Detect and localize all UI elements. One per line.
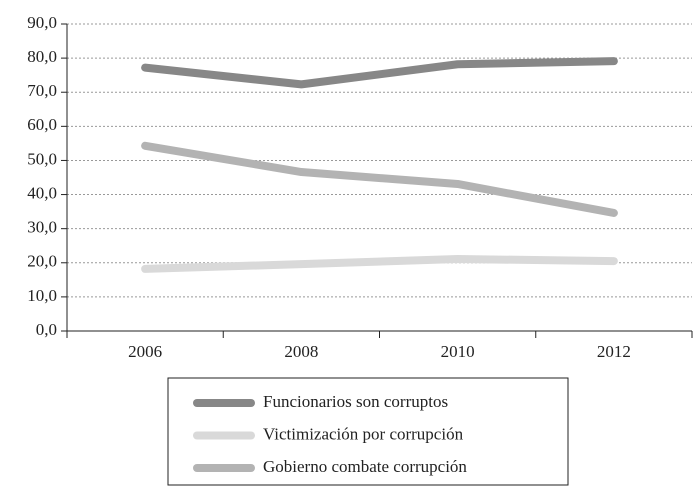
legend-label: Victimización por corrupción <box>263 424 464 443</box>
x-tick-label: 2006 <box>128 342 162 361</box>
y-tick-label: 10,0 <box>27 286 57 305</box>
y-tick-label: 0,0 <box>36 320 57 339</box>
y-tick-label: 40,0 <box>27 183 57 202</box>
x-tick-label: 2012 <box>597 342 631 361</box>
series-line <box>141 57 618 89</box>
y-tick-label: 20,0 <box>27 252 57 271</box>
y-tick-label: 30,0 <box>27 218 57 237</box>
x-tick-label: 2010 <box>441 342 475 361</box>
legend-label: Funcionarios son corruptos <box>263 392 448 411</box>
y-tick-label: 60,0 <box>27 115 57 134</box>
y-tick-label: 90,0 <box>27 13 57 32</box>
series-line <box>141 255 618 273</box>
x-tick-label: 2008 <box>284 342 318 361</box>
y-tick-label: 80,0 <box>27 47 57 66</box>
y-tick-label: 50,0 <box>27 149 57 168</box>
series-line <box>141 141 618 217</box>
legend-label: Gobierno combate corrupción <box>263 457 467 476</box>
y-tick-label: 70,0 <box>27 81 57 100</box>
